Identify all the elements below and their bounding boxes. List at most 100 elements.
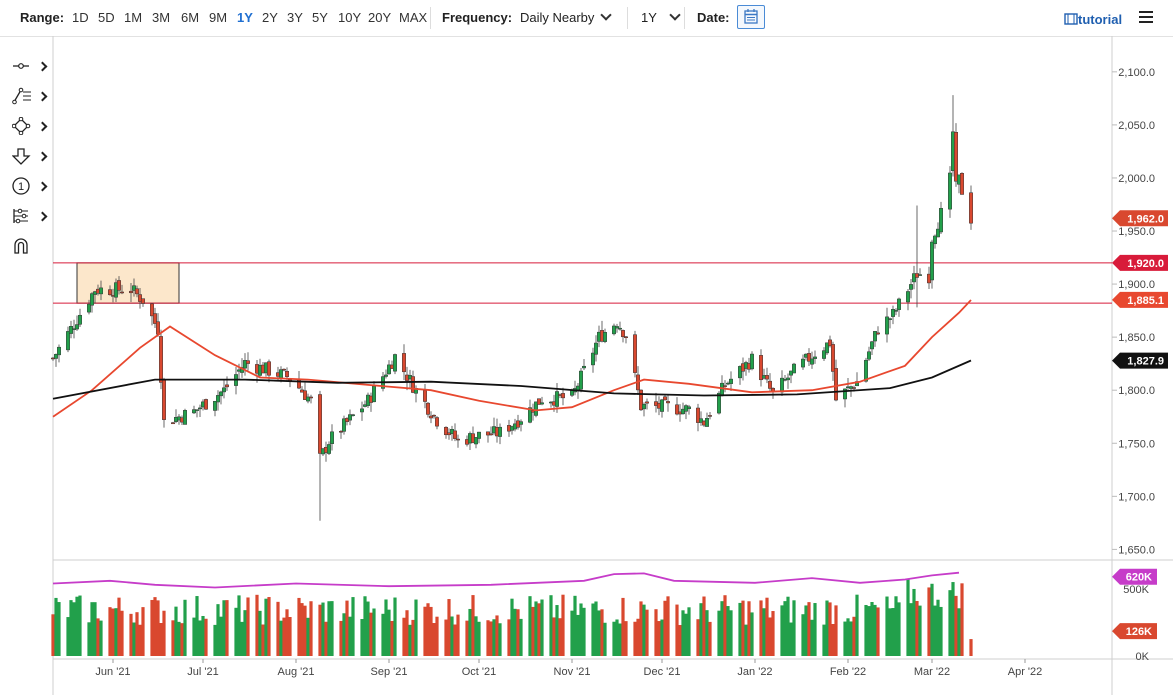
toolbar-divider: [430, 7, 431, 29]
candle: [603, 332, 607, 342]
volume-bar: [846, 618, 850, 656]
range-button-1d[interactable]: 1D: [72, 10, 89, 25]
range-button-3y[interactable]: 3Y: [287, 10, 303, 25]
period-select[interactable]: 1Y: [641, 9, 681, 26]
x-tick-label: Sep '21: [371, 666, 408, 678]
range-button-1y[interactable]: 1Y: [237, 10, 253, 25]
price-label-text: 1,885.1: [1127, 295, 1164, 307]
candle: [864, 359, 868, 382]
candle: [807, 353, 811, 362]
volume-bar: [471, 595, 475, 656]
volume-bar: [747, 601, 751, 656]
hamburger-menu-icon[interactable]: [1139, 11, 1153, 23]
y-tick-label: 1,800.0: [1118, 385, 1155, 397]
tutorial-link[interactable]: tutorial: [1064, 12, 1122, 27]
x-tick-label: Mar '22: [914, 666, 950, 678]
volume-bar: [435, 616, 439, 656]
trend-lines-tool-button[interactable]: [12, 87, 50, 109]
range-button-6m[interactable]: 6M: [181, 10, 200, 25]
x-tick-label: Dec '21: [644, 666, 681, 678]
candle: [723, 385, 727, 387]
volume-bar: [237, 595, 241, 656]
candle: [708, 415, 712, 417]
volume-bar: [132, 622, 136, 656]
y-tick-label: 1,750.0: [1118, 438, 1155, 450]
volume-bar: [174, 606, 178, 656]
price-chart[interactable]: 1,650.0 1,700.0 1,750.0 1,800.0 1,850.0 1,900…: [0, 36, 1173, 695]
volume-bar: [885, 596, 889, 656]
candle: [528, 407, 532, 423]
candle: [675, 404, 679, 415]
volume-bar: [261, 624, 265, 656]
candle: [339, 431, 343, 433]
candle: [498, 426, 502, 437]
volume-bar: [429, 606, 433, 656]
candle: [930, 241, 934, 281]
arrow-tool-button[interactable]: [11, 147, 50, 169]
volume-bar: [495, 615, 499, 656]
sma-200-line: [52, 359, 972, 400]
volume-bar: [234, 607, 238, 656]
candle: [285, 370, 289, 377]
range-button-5y[interactable]: 5Y: [312, 10, 328, 25]
volume-bar: [195, 596, 199, 656]
volume-bar: [468, 608, 472, 656]
range-button-9m[interactable]: 9M: [209, 10, 228, 25]
magnet-tool-button[interactable]: [12, 237, 50, 259]
range-button-max[interactable]: MAX: [399, 10, 428, 25]
volume-bar: [408, 624, 412, 656]
candle: [786, 377, 790, 381]
volume-bar: [603, 622, 607, 656]
candle: [888, 318, 892, 320]
candle: [729, 378, 733, 384]
candle: [885, 316, 889, 335]
range-button-2y[interactable]: 2Y: [262, 10, 278, 25]
shapes-tool-button[interactable]: [11, 116, 50, 139]
volume-bar: [582, 607, 586, 656]
x-tick-label: Apr '22: [1008, 666, 1043, 678]
volume-bar: [288, 617, 292, 656]
volume-bars: [51, 578, 973, 656]
trend-lines-tool-icon: [12, 87, 31, 105]
annotation-tool-button[interactable]: 1: [12, 177, 50, 199]
range-button-5d[interactable]: 5D: [98, 10, 115, 25]
range-button-3m[interactable]: 3M: [152, 10, 171, 25]
crosshair-tool-button[interactable]: [12, 57, 50, 79]
volume-bar: [432, 623, 436, 656]
candle: [78, 314, 82, 325]
candle: [828, 339, 832, 347]
volume-bar: [351, 597, 355, 656]
volume-bar: [150, 599, 154, 656]
volume-bar: [54, 597, 58, 656]
frequency-select[interactable]: Daily Nearby: [520, 9, 613, 26]
candle: [825, 342, 829, 354]
candle: [159, 336, 163, 383]
candle: [954, 131, 958, 182]
volume-bar: [177, 621, 181, 656]
volume-bar: [363, 596, 367, 656]
volume-bar: [414, 599, 418, 656]
candle: [318, 394, 322, 454]
candle: [150, 303, 154, 317]
measure-tool-button[interactable]: [12, 207, 50, 229]
range-button-1m[interactable]: 1M: [124, 10, 143, 25]
volume-bar: [612, 621, 616, 656]
volume-bar: [741, 600, 745, 656]
volume-bar: [69, 600, 73, 656]
candle: [87, 303, 91, 313]
candle: [612, 325, 616, 335]
candle: [663, 396, 667, 401]
candle: [282, 368, 286, 371]
volume-bar: [153, 597, 157, 656]
volume-bar: [591, 603, 595, 656]
volume-bar: [219, 616, 223, 656]
candle: [873, 331, 877, 342]
candle: [303, 390, 307, 400]
y-tick-label: 1,900.0: [1118, 279, 1155, 291]
volume-bar: [906, 578, 910, 656]
range-button-10y[interactable]: 10Y: [338, 10, 362, 25]
range-label: Range:: [20, 10, 65, 25]
candle: [411, 376, 415, 393]
date-picker-button[interactable]: [737, 5, 765, 29]
range-button-20y[interactable]: 20Y: [368, 10, 392, 25]
